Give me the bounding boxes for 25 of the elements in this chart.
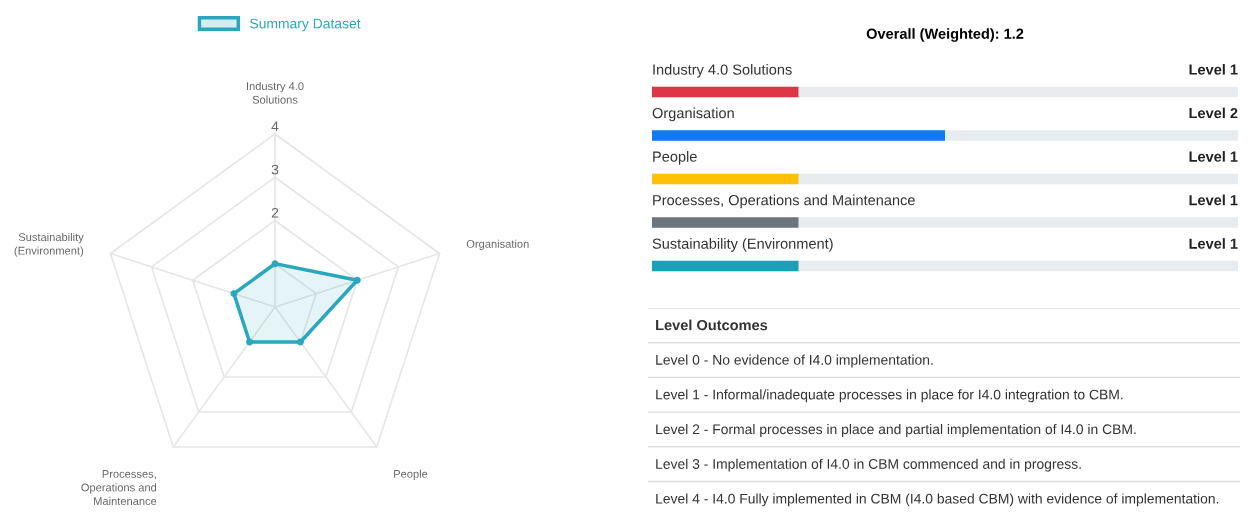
y-tick-label: Processes, Operations and Maintenance xyxy=(653,194,915,209)
spoke-label: Organisation xyxy=(466,239,529,251)
y-tick-label: 2 xyxy=(271,207,279,218)
y-tick-label: Organisation xyxy=(652,107,734,122)
text: Level 0 - No evidence of I4.0 implementation. xyxy=(656,354,933,368)
y-tick-label: 4 xyxy=(271,121,279,132)
data-label: Level 2 xyxy=(1189,107,1238,119)
text: Level 3 - Implementation of I4.0 in CBM commenced and in progress. xyxy=(656,458,1081,472)
data-label: Level 1 xyxy=(1189,238,1238,249)
spoke-label: Sustainability (Environment) xyxy=(14,232,84,257)
text: Level 1 - Informal/inadequate processes in place for I4.0 integration to CBM. xyxy=(656,389,1123,403)
y-tick-label: People xyxy=(653,151,697,165)
data-label: Level 1 xyxy=(1189,64,1238,75)
spoke-label: Processes, Operations and Maintenance xyxy=(81,470,157,506)
data-label: Level 1 xyxy=(1189,194,1238,206)
chart-title: Overall (Weighted): 1.2 xyxy=(866,28,1024,42)
spoke-label: People xyxy=(394,469,428,481)
text: Level 2 - Formal processes in place and partial implementation of I4.0 in CBM. xyxy=(656,423,1136,437)
text: Level 4 - I4.0 Fully implemented in CBM (I4.0 based CBM) with evidence of implementation. xyxy=(656,493,1219,507)
y-tick-label: 3 xyxy=(271,164,279,175)
y-tick-label: Sustainability (Environment) xyxy=(652,238,833,252)
legend-label: Summary Dataset xyxy=(250,18,361,32)
data-label: Level 1 xyxy=(1189,151,1238,162)
y-tick-label: Industry 4.0 Solutions xyxy=(653,64,792,78)
text: Level Outcomes xyxy=(656,319,768,331)
